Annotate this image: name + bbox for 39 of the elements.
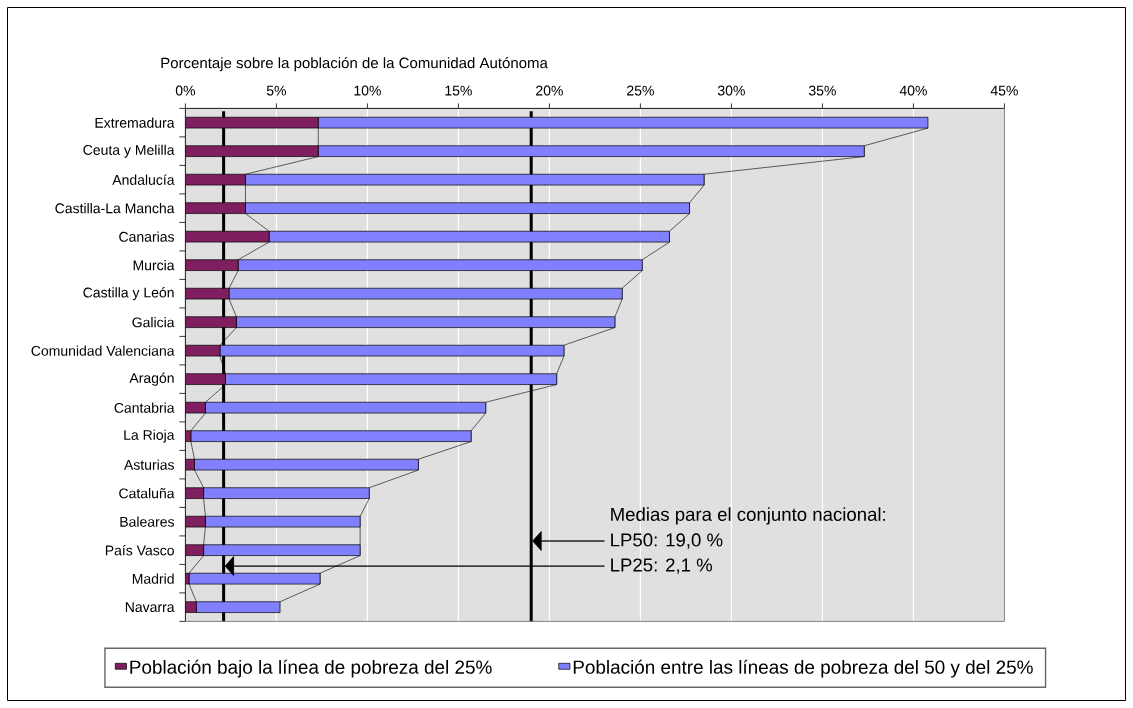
y-tick-label: Canarias xyxy=(119,231,175,242)
y-tick-label: Baleares xyxy=(120,516,175,527)
y-tick-label: Murcia xyxy=(133,260,175,271)
y-tick-label: Andalucía xyxy=(112,174,175,185)
bar xyxy=(185,202,246,214)
x-tick-label: 0% xyxy=(175,85,196,96)
x-tick-label: 35% xyxy=(808,85,836,96)
x-tick-label: 15% xyxy=(445,85,472,96)
annotation: LP50: 19,0 % xyxy=(611,533,723,549)
y-tick-label: Cataluña xyxy=(119,488,175,499)
y-tick-label: Castilla-La Mancha xyxy=(55,203,175,214)
y-tick-label: Ceuta y Melilla xyxy=(83,144,175,158)
y-tick-label: Comunidad Valenciana xyxy=(31,345,175,356)
x-tick-label: 5% xyxy=(266,85,287,96)
y-tick-label: Aragón xyxy=(129,372,174,386)
x-tick-label: 30% xyxy=(717,85,745,96)
x-tick-label: 25% xyxy=(627,85,654,96)
bar xyxy=(185,145,319,157)
y-tick-label: Cantabria xyxy=(114,402,175,413)
y-tick-label: Asturias xyxy=(123,459,175,470)
x-tick-label: 45% xyxy=(990,85,1018,96)
x-tick-label: 10% xyxy=(354,85,381,96)
y-tick-label: La Rioja xyxy=(124,429,175,443)
bar xyxy=(185,316,237,328)
y-tick-label: Extremadura xyxy=(95,117,175,128)
y-tick-label: Galicia xyxy=(132,317,175,328)
annotation: Medias para el conjunto nacional: xyxy=(611,507,886,525)
y-tick-label: Madrid xyxy=(132,573,174,584)
annotation: LP25: 2,1 % xyxy=(611,558,713,574)
x-axis-title: Porcentaje sobre la población de la Comunidad Autónoma xyxy=(161,57,548,72)
bar xyxy=(185,259,239,271)
bar xyxy=(185,373,226,385)
legend-label: Población entre las líneas de pobreza del 50 y del 25% xyxy=(573,659,1033,678)
x-tick-label: 20% xyxy=(536,85,563,96)
y-tick-label: Castilla y León xyxy=(83,287,174,301)
x-tick-label: 40% xyxy=(899,85,927,96)
y-tick-label: País Vasco xyxy=(105,544,174,556)
y-tick-label: Navarra xyxy=(125,602,175,613)
legend-label: Población bajo la línea de pobreza del 25% xyxy=(130,659,492,678)
